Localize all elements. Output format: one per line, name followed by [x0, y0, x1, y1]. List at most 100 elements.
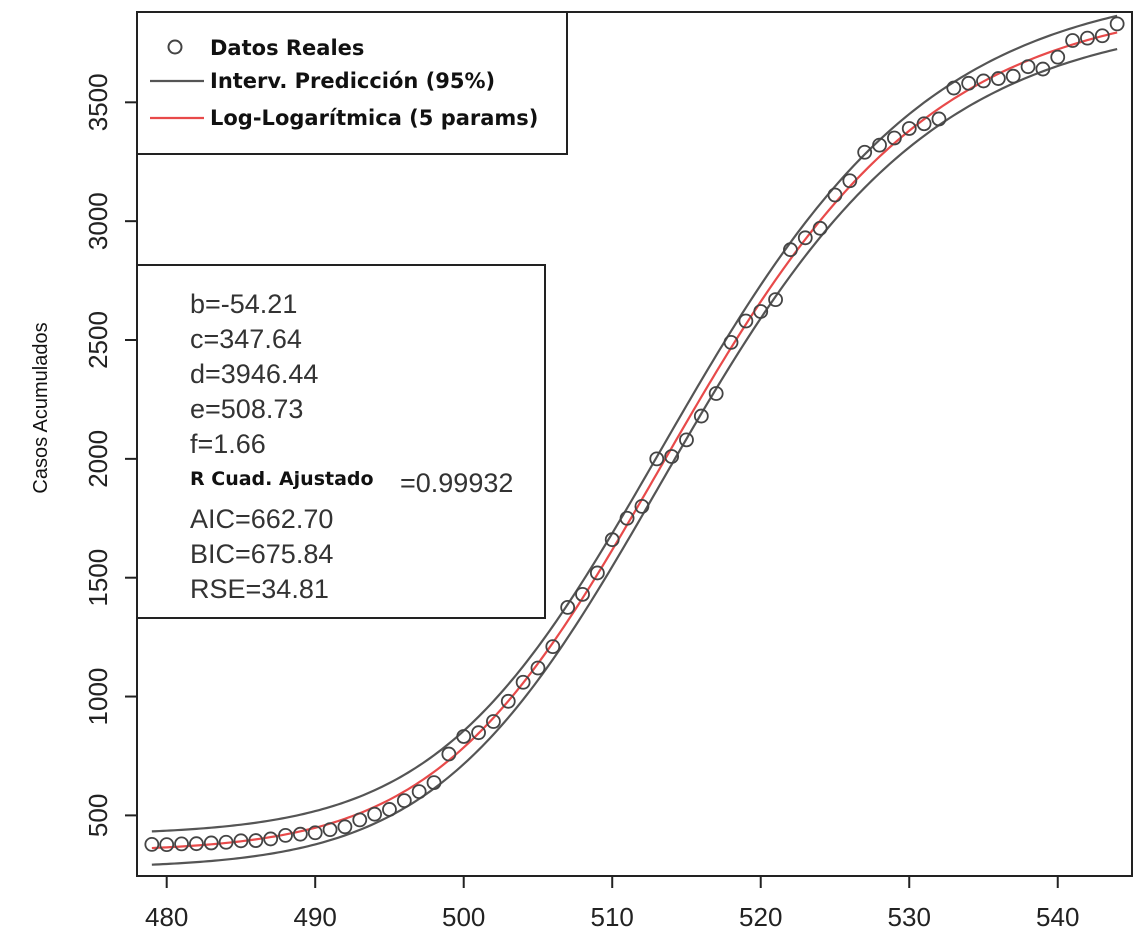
- data-point: [946, 80, 962, 96]
- data-point: [382, 802, 397, 817]
- data-point: [708, 386, 724, 401]
- data-point: [530, 660, 546, 676]
- x-tick-label: 540: [1036, 902, 1079, 932]
- y-tick-label: 3500: [83, 73, 113, 131]
- data-point: [1050, 49, 1066, 65]
- data-point: [842, 173, 858, 189]
- data-point: [604, 532, 620, 548]
- data-point: [233, 833, 249, 849]
- data-point: [1094, 28, 1110, 44]
- data-point: [1035, 61, 1051, 77]
- data-point: [1020, 59, 1036, 75]
- data-point: [753, 304, 769, 319]
- data-point: [411, 784, 427, 800]
- y-tick-label: 3000: [83, 192, 113, 250]
- y-axis-label: Casos Acumulados: [30, 322, 52, 493]
- data-point: [797, 230, 813, 246]
- x-tick-label: 490: [294, 902, 337, 932]
- data-point: [976, 73, 991, 89]
- data-point: [456, 729, 472, 744]
- stat-d: d=3946.44: [190, 359, 318, 389]
- y-tick-label: 500: [83, 794, 113, 837]
- fit-curve-line: [151, 31, 1118, 850]
- y-tick-label: 1000: [83, 668, 113, 726]
- prediction-interval-upper-line: [151, 14, 1118, 833]
- data-point: [738, 313, 754, 329]
- stats-box-frame: [136, 264, 546, 619]
- data-point: [307, 825, 323, 841]
- y-tick-label: 2000: [83, 430, 113, 488]
- stat-r2-value: =0.99932: [400, 468, 513, 498]
- data-point: [1080, 30, 1095, 46]
- data-point: [961, 75, 977, 91]
- data-point: [500, 693, 516, 709]
- data-point: [515, 674, 531, 690]
- data-point: [679, 432, 694, 448]
- data-point: [426, 775, 442, 790]
- data-point: [278, 827, 293, 843]
- data-point: [827, 187, 843, 203]
- data-point: [337, 819, 353, 835]
- data-point: [723, 334, 739, 350]
- x-tick-label: 500: [442, 902, 485, 932]
- data-point: [768, 292, 783, 308]
- data-point: [916, 116, 932, 132]
- data-point: [649, 451, 665, 467]
- stat-e: e=508.73: [190, 394, 303, 424]
- data-point: [396, 793, 412, 809]
- y-tick-label: 2500: [83, 311, 113, 369]
- model-stats-box: b=-54.21 c=347.64 d=3946.44 e=508.73 f=1…: [136, 264, 546, 619]
- data-point: [174, 836, 189, 852]
- data-point: [872, 137, 887, 153]
- stat-aic: AIC=662.70: [190, 504, 333, 534]
- data-point: [322, 822, 338, 838]
- x-axis: 480 490 500 510 520 530 540: [145, 876, 1079, 932]
- data-point: [1005, 68, 1021, 84]
- x-tick-label: 520: [739, 902, 782, 932]
- data-point: [441, 746, 457, 762]
- legend-label-datos-reales: Datos Reales: [210, 36, 364, 60]
- data-point: [693, 408, 709, 424]
- data-point: [486, 714, 501, 729]
- data-point: [990, 71, 1006, 86]
- y-tick-label: 1500: [83, 549, 113, 607]
- data-point: [560, 600, 576, 615]
- stat-bic: BIC=675.84: [190, 539, 333, 569]
- data-point: [352, 812, 368, 828]
- prediction-interval-lines: [151, 14, 1118, 866]
- data-point: [812, 220, 828, 236]
- x-tick-label: 530: [888, 902, 931, 932]
- data-point: [589, 565, 605, 581]
- data-point: [545, 639, 561, 655]
- x-tick-label: 480: [145, 902, 188, 932]
- data-point: [263, 831, 279, 847]
- data-point: [886, 130, 902, 146]
- data-point: [931, 111, 947, 127]
- legend-box: [136, 11, 568, 155]
- data-point: [248, 833, 264, 848]
- data-point: [203, 835, 219, 851]
- data-point: [1065, 33, 1080, 48]
- data-point: [901, 121, 917, 136]
- data-point: [857, 144, 873, 160]
- y-axis: 500 1000 1500 2000 2500 3000 3500: [83, 73, 137, 837]
- data-point: [471, 725, 486, 741]
- data-point: [144, 836, 160, 852]
- data-point: [575, 586, 590, 602]
- legend-marker-datos-reales: [167, 39, 183, 55]
- data-point: [664, 449, 680, 464]
- data-point: [218, 834, 234, 850]
- data-point: [189, 836, 204, 852]
- data-point: [619, 510, 635, 526]
- data-point: [783, 242, 798, 258]
- stat-b: b=-54.21: [190, 289, 297, 319]
- legend-label-prediction-interval: Interv. Predicción (95%): [210, 69, 495, 93]
- legend: Datos Reales Interv. Predicción (95%) Lo…: [136, 11, 568, 155]
- data-point: [634, 498, 650, 514]
- x-tick-label: 510: [591, 902, 634, 932]
- stat-rse: RSE=34.81: [190, 574, 329, 604]
- data-points: [144, 16, 1125, 853]
- stat-c: c=347.64: [190, 324, 302, 354]
- stat-f: f=1.66: [190, 429, 266, 459]
